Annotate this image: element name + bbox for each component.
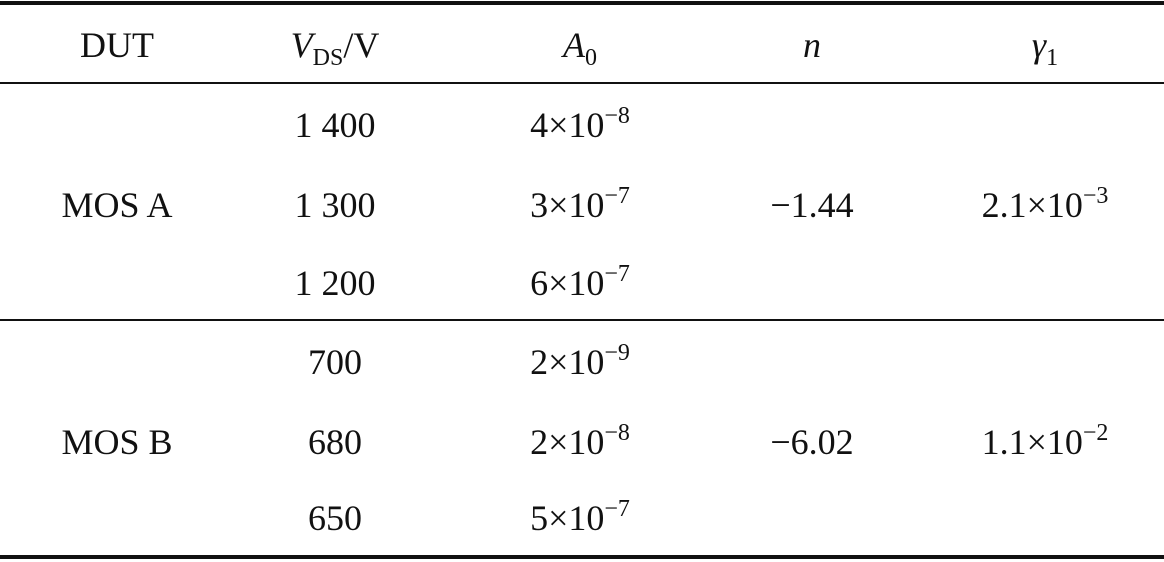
subscript: 1 <box>1046 45 1059 71</box>
symbol: A <box>563 25 585 65</box>
power-cell: 3×10−7 <box>530 184 630 225</box>
header-cell: γ1 <box>1031 25 1058 70</box>
vds-cell: 680 <box>308 422 362 462</box>
exponent: −2 <box>1082 420 1109 446</box>
mantissa: 2.1×10 <box>981 185 1083 225</box>
symbol: V <box>290 25 313 65</box>
exponent: −8 <box>604 420 630 446</box>
power-cell: 4×10−8 <box>530 104 630 145</box>
mantissa: 4×10 <box>530 105 605 145</box>
vds-cell: 1 300 <box>294 185 376 225</box>
mantissa: 1.1×10 <box>981 422 1083 462</box>
n-cell: −6.02 <box>770 422 854 462</box>
mantissa: 3×10 <box>530 185 605 225</box>
exponent: −7 <box>604 183 630 209</box>
exponent: −7 <box>604 496 630 522</box>
mantissa: 5×10 <box>530 498 605 538</box>
exponent: −3 <box>1082 183 1109 209</box>
vds-cell: 1 200 <box>294 263 376 303</box>
header-cell: DUT <box>80 25 154 65</box>
vds-cell: 1 400 <box>294 105 376 145</box>
group-rule <box>0 319 1164 321</box>
header-cell: n <box>803 25 821 65</box>
top-rule <box>0 1 1164 5</box>
subscript: 0 <box>585 45 597 71</box>
header-cell: A0 <box>563 25 597 70</box>
dut-cell: MOS B <box>61 422 173 462</box>
power-cell: 2×10−9 <box>530 341 630 382</box>
exponent: −8 <box>604 103 630 129</box>
exponent: −7 <box>604 261 630 287</box>
vds-cell: 650 <box>308 498 362 538</box>
dut-cell: MOS A <box>61 185 173 225</box>
header-cell: VDS/V <box>290 25 380 70</box>
header-rule <box>0 82 1164 84</box>
exponent: −9 <box>604 340 630 366</box>
mantissa: 6×10 <box>530 263 605 303</box>
mantissa: 2×10 <box>530 422 605 462</box>
subscript: DS <box>312 45 344 71</box>
power-cell: 5×10−7 <box>530 497 630 538</box>
vds-cell: 700 <box>308 342 362 382</box>
unit: /V <box>343 25 380 65</box>
power-cell: 2×10−8 <box>530 421 630 462</box>
bottom-rule <box>0 555 1164 559</box>
symbol: γ <box>1031 25 1047 65</box>
n-cell: −1.44 <box>770 185 854 225</box>
power-cell: 2.1×10−3 <box>981 184 1109 225</box>
power-cell: 1.1×10−2 <box>981 421 1109 462</box>
mantissa: 2×10 <box>530 342 605 382</box>
power-cell: 6×10−7 <box>530 262 630 303</box>
